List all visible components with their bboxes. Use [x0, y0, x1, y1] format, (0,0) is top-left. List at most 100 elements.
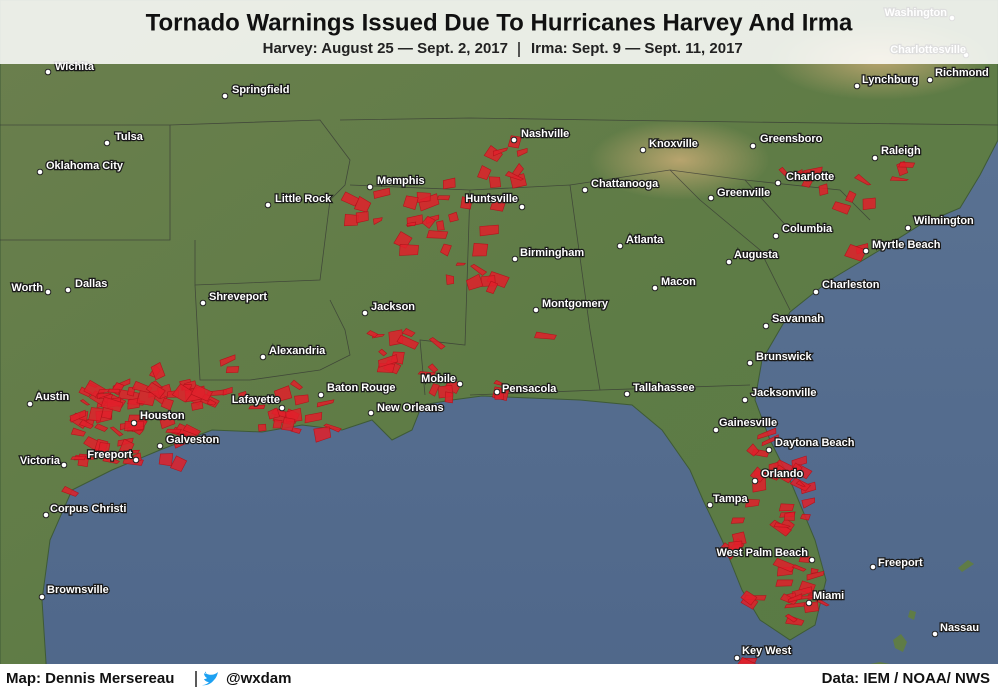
warning-polygon [238, 390, 248, 405]
city-label: Montgomery [542, 298, 609, 310]
warning-polygon [97, 392, 112, 400]
warning-polygon [728, 540, 743, 554]
title: Tornado Warnings Issued Due To Hurricane… [146, 9, 853, 36]
warning-polygon [445, 274, 455, 285]
city-dot [871, 154, 879, 162]
city-label: West Palm Beach [716, 547, 808, 559]
warning-polygon [479, 224, 499, 237]
warning-polygon [784, 511, 795, 521]
city-dot [264, 201, 272, 209]
warning-polygon [791, 564, 807, 572]
city-dot [639, 146, 647, 154]
city-dot [44, 288, 52, 296]
warning-polygon [444, 391, 454, 404]
subtitle: Irma: Sept. 9 — Sept. 11, 2017 [531, 40, 743, 57]
warning-polygon [477, 165, 492, 181]
city-dot [130, 419, 138, 427]
warning-polygon [436, 195, 451, 201]
city-dot [36, 168, 44, 176]
warning-polygon [290, 379, 303, 391]
city-dot [103, 139, 111, 147]
city-dot [774, 179, 782, 187]
city-label: Freeport [878, 557, 923, 569]
subtitle: Harvey: August 25 — Sept. 2, 2017 [263, 40, 508, 57]
city-label: Freeport [87, 449, 132, 461]
city-label: Tampa [713, 493, 749, 505]
handle: @wxdam [226, 670, 291, 687]
footer-bar [0, 664, 998, 694]
city-dot [38, 593, 46, 601]
warning-polygon [784, 602, 806, 609]
warning-polygon [800, 513, 811, 521]
city-label: Raleigh [881, 145, 921, 157]
city-dot [651, 284, 659, 292]
warning-polygon [273, 385, 293, 403]
city-label: Shreveport [209, 291, 267, 303]
warning-polygon [862, 197, 876, 211]
city-label: Richmond [935, 67, 989, 79]
city-dot [869, 563, 877, 571]
city-label: Nassau [940, 622, 979, 634]
warning-polygon [440, 243, 452, 257]
city-label: Pensacola [502, 383, 557, 395]
warning-polygon [787, 593, 803, 603]
warning-polygon [465, 273, 484, 291]
warning-polygon [798, 171, 811, 178]
warning-polygon [778, 503, 795, 512]
city-label: Little Rock [275, 193, 332, 205]
warning-polygon [206, 398, 217, 406]
city-dot [623, 390, 631, 398]
warning-polygon [165, 428, 182, 434]
city-label: Chattanooga [591, 178, 659, 190]
island [893, 560, 974, 652]
warning-polygon [69, 409, 87, 423]
warning-polygon [78, 419, 94, 429]
city-dot [361, 309, 369, 317]
warning-polygon [749, 466, 767, 483]
warning-polygon [402, 195, 419, 211]
city-label: Brunswick [756, 351, 813, 363]
warning-polygon [158, 412, 176, 429]
warning-polygon [889, 176, 910, 181]
warning-polygon [757, 427, 777, 440]
city-dot [518, 203, 526, 211]
city-label: Key West [742, 645, 792, 657]
warning-polygon [182, 424, 201, 436]
warning-polygon [772, 557, 796, 573]
city-label: Houston [140, 410, 185, 422]
city-dot [706, 501, 714, 509]
warning-polygon [378, 348, 388, 357]
city-label: Jacksonville [751, 387, 816, 399]
warning-polygon [746, 443, 760, 457]
city-label: Savannah [772, 313, 824, 325]
warning-polygon [798, 554, 812, 563]
warning-polygon [472, 243, 489, 257]
city-dot [367, 409, 375, 417]
city-label: Springfield [232, 84, 289, 96]
city-dot [44, 68, 52, 76]
warning-polygon [219, 354, 236, 367]
city-dot [581, 186, 589, 194]
city-label: Memphis [377, 175, 425, 187]
city-dot [707, 194, 715, 202]
warning-polygon [294, 394, 309, 406]
warning-polygon [485, 280, 499, 294]
warning-polygon [492, 147, 509, 157]
city-label: Atlanta [626, 234, 664, 246]
warning-polygon [353, 195, 372, 213]
warning-polygon [225, 366, 240, 373]
warning-polygon [778, 166, 790, 177]
city-label: New Orleans [377, 402, 444, 414]
warning-polygon [150, 362, 166, 381]
city-label: Greensboro [760, 133, 823, 145]
warning-polygon [281, 417, 296, 431]
city-label: Brownsville [47, 584, 109, 596]
city-dot [42, 511, 50, 519]
city-dot [156, 442, 164, 450]
warning-polygon [323, 423, 342, 433]
city-label: Galveston [166, 434, 219, 446]
city-dot [199, 299, 207, 307]
warning-polygon [428, 337, 446, 350]
warning-polygon [107, 388, 121, 394]
warning-polygon [248, 404, 266, 410]
